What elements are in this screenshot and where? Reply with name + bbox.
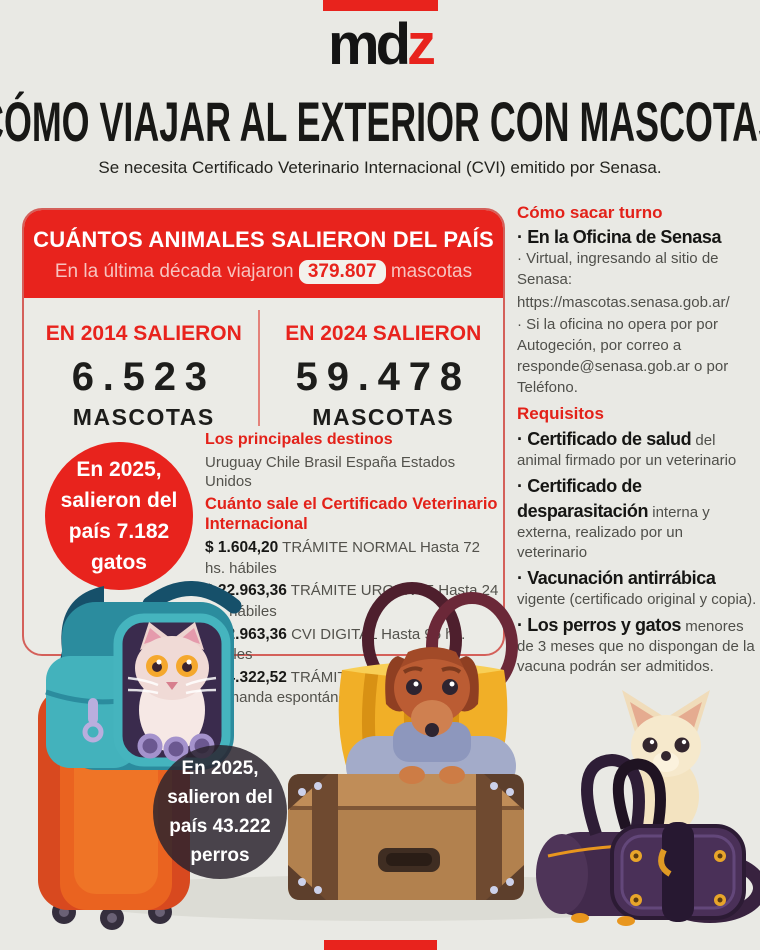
senasa-url-link[interactable]: https://mascotas.senasa.gob.ar/ — [517, 293, 730, 311]
req-vacunacion-bold: · Vacunación antirrábica — [517, 567, 716, 588]
req-menores: · Los perros y gatos menores de 3 meses … — [517, 613, 757, 677]
dogs-2025-stat-circle: En 2025, salieron del país 43.222 perros — [153, 745, 287, 879]
req-menores-bold: · Los perros y gatos — [517, 615, 682, 636]
stat-2024-value: 59.478 — [295, 355, 471, 399]
req-salud-rest: del animal firmado por un veterinario — [517, 432, 737, 470]
stat-2014-value: 6.523 — [71, 355, 216, 399]
title-row: CÓMO VIAJAR AL EXTERIOR CON MASCOTAS — [0, 94, 760, 150]
dogs-line-2: salieron del — [167, 787, 273, 808]
chihuahua-illustration — [622, 690, 710, 836]
req-salud-bold: · Certificado de salud — [517, 429, 692, 450]
req-desparasitacion-rest: interna y externa, realizado por un vete… — [517, 503, 710, 561]
cats-line-4: gatos — [90, 551, 147, 574]
duffel-bag-illustration — [536, 690, 760, 926]
stat-2014-label: MASCOTAS — [72, 404, 215, 430]
stats-subtitle: En la última década viajaron 379.807 mas… — [24, 260, 503, 284]
stat-2024-heading: EN 2024 SALIERON — [285, 322, 482, 345]
dogs-line-4: perros — [190, 845, 250, 866]
trunk-illustration — [288, 766, 524, 900]
dogs-line-1: En 2025, — [181, 758, 259, 779]
mdz-logo: mdz — [0, 16, 760, 74]
price-normal-amount: $ 1.604,20 — [205, 539, 279, 557]
stats-header: CUÁNTOS ANIMALES SALIERON DEL PAÍS En la… — [24, 210, 503, 298]
cats-2025-stat-circle: En 2025, salieron del país 7.182 gatos — [45, 442, 193, 590]
right-column: Cómo sacar turno · En la Oficina de Sena… — [517, 203, 757, 680]
req-desparasitacion: · Certificado de desparasitación interna… — [517, 474, 757, 562]
destinations-list: Uruguay Chile Brasil España Estados Unid… — [205, 453, 456, 491]
cats-line-1: En 2025, — [76, 458, 162, 481]
top-accent-bar — [323, 0, 438, 11]
price-normal-desc: TRÁMITE NORMAL Hasta 72 hs. hábiles — [205, 539, 480, 577]
req-vacunacion-rest: vigente (certificado original y copia). — [517, 590, 757, 608]
req-certificado-salud: · Certificado de salud del animal firmad… — [517, 427, 757, 471]
mdz-logo-red: z — [407, 12, 436, 77]
office-alt-option: · Si la oficina no opera por por Autogec… — [517, 316, 729, 396]
cats-line-3: país 7.182 — [68, 520, 170, 543]
stat-2014: EN 2014 SALIERON 6.523 MASCOTAS — [24, 298, 264, 433]
year-columns: EN 2014 SALIERON 6.523 MASCOTAS EN 2024 … — [24, 298, 503, 433]
req-vacunacion: · Vacunación antirrábica vigente (certif… — [517, 566, 757, 610]
total-pets-badge: 379.807 — [298, 260, 386, 284]
cat-illustration — [127, 622, 217, 752]
requisitos-heading: Requisitos — [517, 404, 604, 424]
stat-2014-heading: EN 2014 SALIERON — [45, 322, 242, 345]
page-subtitle: Se necesita Certificado Veterinario Inte… — [98, 158, 662, 177]
dogs-line-3: país 43.222 — [169, 816, 271, 837]
stat-2024: EN 2024 SALIERON 59.478 MASCOTAS — [264, 298, 504, 433]
turno-heading: Cómo sacar turno — [517, 203, 663, 222]
stats-subtitle-after: mascotas — [390, 261, 473, 282]
column-divider — [258, 310, 260, 426]
cats-line-2: salieron del — [60, 489, 178, 512]
virtual-option: · Virtual, ingresando al sitio de Senasa… — [517, 250, 719, 289]
destinations-heading: Los principales destinos — [205, 431, 393, 448]
req-desparasitacion-bold: · Certificado de desparasitación — [517, 476, 649, 521]
stats-subtitle-before: En la última década viajaron — [54, 261, 294, 282]
bottom-accent-bar — [324, 940, 437, 950]
cost-heading: Cuánto sale el Certificado Veterinario I… — [205, 494, 498, 534]
stats-title: CUÁNTOS ANIMALES SALIERON DEL PAÍS — [33, 227, 494, 252]
stat-2024-label: MASCOTAS — [312, 404, 455, 430]
req-menores-rest: menores de 3 meses que no dispongan de l… — [517, 618, 755, 676]
office-option: · En la Oficina de Senasa — [517, 227, 722, 247]
cat-backpack-illustration — [45, 581, 242, 770]
price-normal: $ 1.604,20 TRÁMITE NORMAL Hasta 72 hs. h… — [205, 538, 503, 578]
page-title: CÓMO VIAJAR AL EXTERIOR CON MASCOTAS — [0, 90, 760, 153]
mdz-logo-black: md — [328, 12, 411, 77]
pets-luggage-illustration — [38, 581, 760, 930]
